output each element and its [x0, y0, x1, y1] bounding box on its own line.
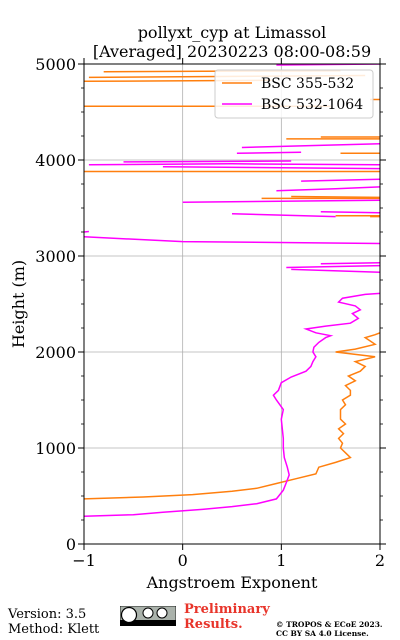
chart-subtitle: [Averaged] 20230223 08:00-08:59	[93, 42, 371, 61]
preliminary-line-1: Preliminary	[184, 602, 270, 617]
series-segment-1	[241, 142, 380, 149]
y-tick-label: 3000	[35, 247, 76, 266]
y-tick-label: 0	[66, 535, 76, 554]
copyright-line-1: © TROPOS & ECoE 2023.	[276, 620, 383, 629]
copyright-text: © TROPOS & ECoE 2023. CC BY SA 4.0 Licen…	[276, 620, 383, 638]
series-segment-1	[182, 199, 380, 203]
x-tick-label: 0	[178, 551, 188, 570]
x-tick-label: 1	[276, 551, 286, 570]
legend-label-bsc-355-532: BSC 355-532	[261, 76, 354, 92]
series-segment-1	[286, 264, 380, 269]
series-segment-1	[236, 151, 302, 155]
y-tick-label: 5000	[35, 55, 76, 74]
y-tick-label: 4000	[35, 151, 76, 170]
method-text: Method: Klett	[8, 622, 100, 637]
series-segment-0	[291, 195, 380, 199]
y-axis-label: Height (m)	[9, 260, 28, 348]
copyright-line-2: CC BY SA 4.0 License.	[276, 629, 369, 638]
legend-label-bsc-532-1064: BSC 532-1064	[261, 97, 363, 113]
series-segment-1	[301, 178, 380, 182]
series-segment-1	[320, 211, 380, 214]
chart-title: pollyxt_cyp at Limassol	[138, 23, 327, 42]
series-segment-1	[88, 163, 380, 166]
series-line-1	[84, 292, 380, 517]
legend-box	[214, 69, 374, 119]
series-segment-1	[291, 268, 380, 274]
series-segment-1	[84, 236, 380, 245]
series-segment-1	[276, 186, 380, 192]
preliminary-results-text: Preliminary Results.	[184, 602, 270, 632]
plot-frame	[83, 63, 381, 545]
y-tick-label: 1000	[35, 439, 76, 458]
preliminary-line-2: Results.	[184, 617, 243, 632]
x-tick-label: 2	[375, 551, 385, 570]
x-tick-label: −1	[72, 551, 96, 570]
version-text: Version: 3.5	[8, 607, 87, 622]
y-tick-label: 2000	[35, 343, 76, 362]
series-segment-1	[123, 160, 292, 163]
legend: BSC 355-532 BSC 532-1064	[214, 69, 374, 119]
series-line-0	[84, 332, 380, 500]
cc-by-sa-badge-icon	[120, 606, 176, 626]
x-axis-label: Angstroem Exponent	[146, 573, 318, 592]
series-segment-1	[320, 261, 380, 265]
series-segment-1	[162, 165, 380, 170]
series-segment-1	[231, 213, 336, 218]
grid-lines	[83, 63, 381, 545]
series-segment-1	[84, 230, 89, 233]
